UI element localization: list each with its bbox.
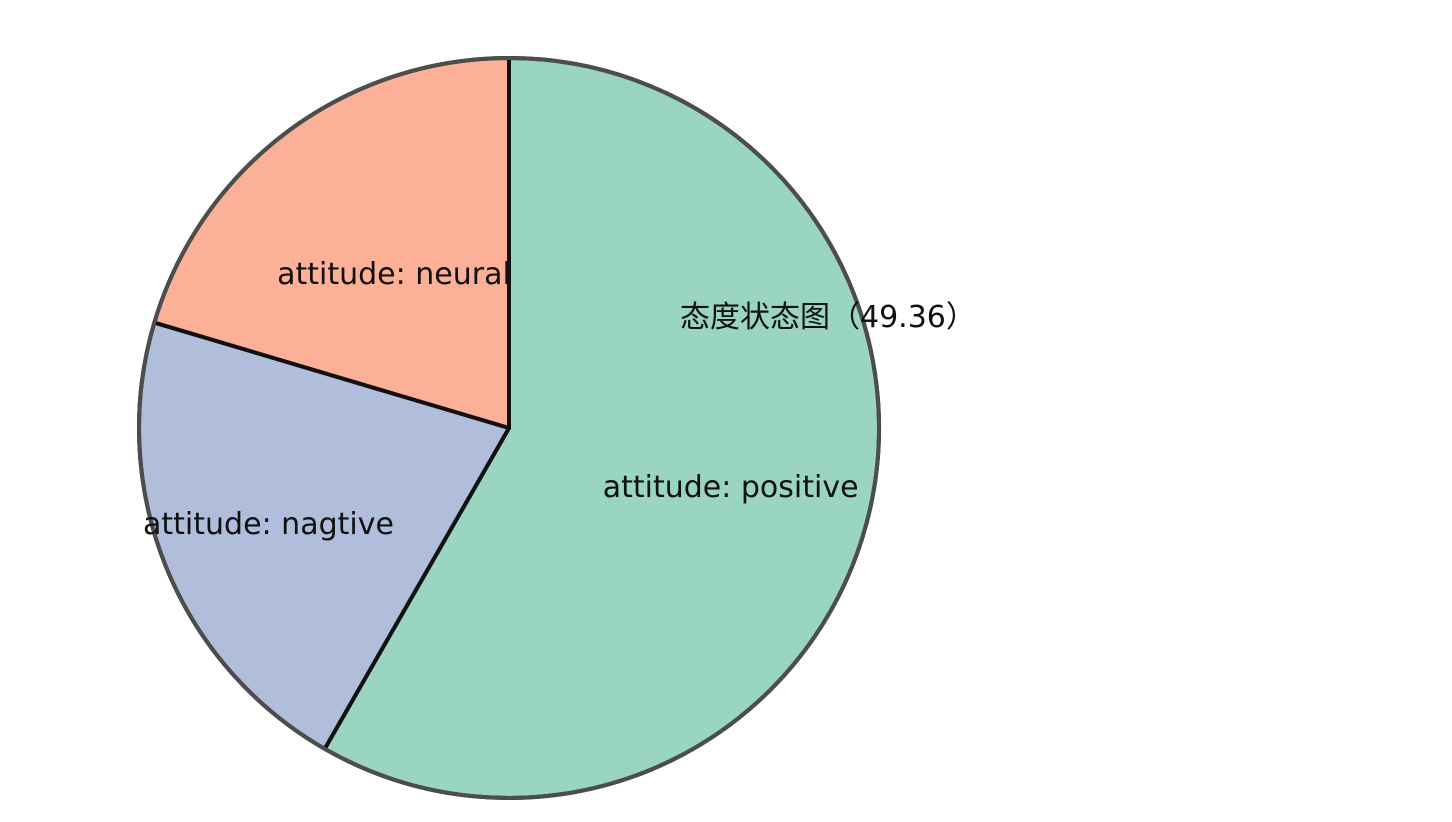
chart-title: 态度状态图（49.36） [680,300,976,335]
slice-label: attitude: nagtive [143,507,394,542]
slices-layer [137,56,881,800]
pie-outline [137,56,881,800]
slice-label: attitude: positive [603,470,859,505]
labels-layer: 态度状态图（49.36） attitude: positive attitude:… [143,257,976,542]
slice-label: attitude: neural [277,257,511,292]
